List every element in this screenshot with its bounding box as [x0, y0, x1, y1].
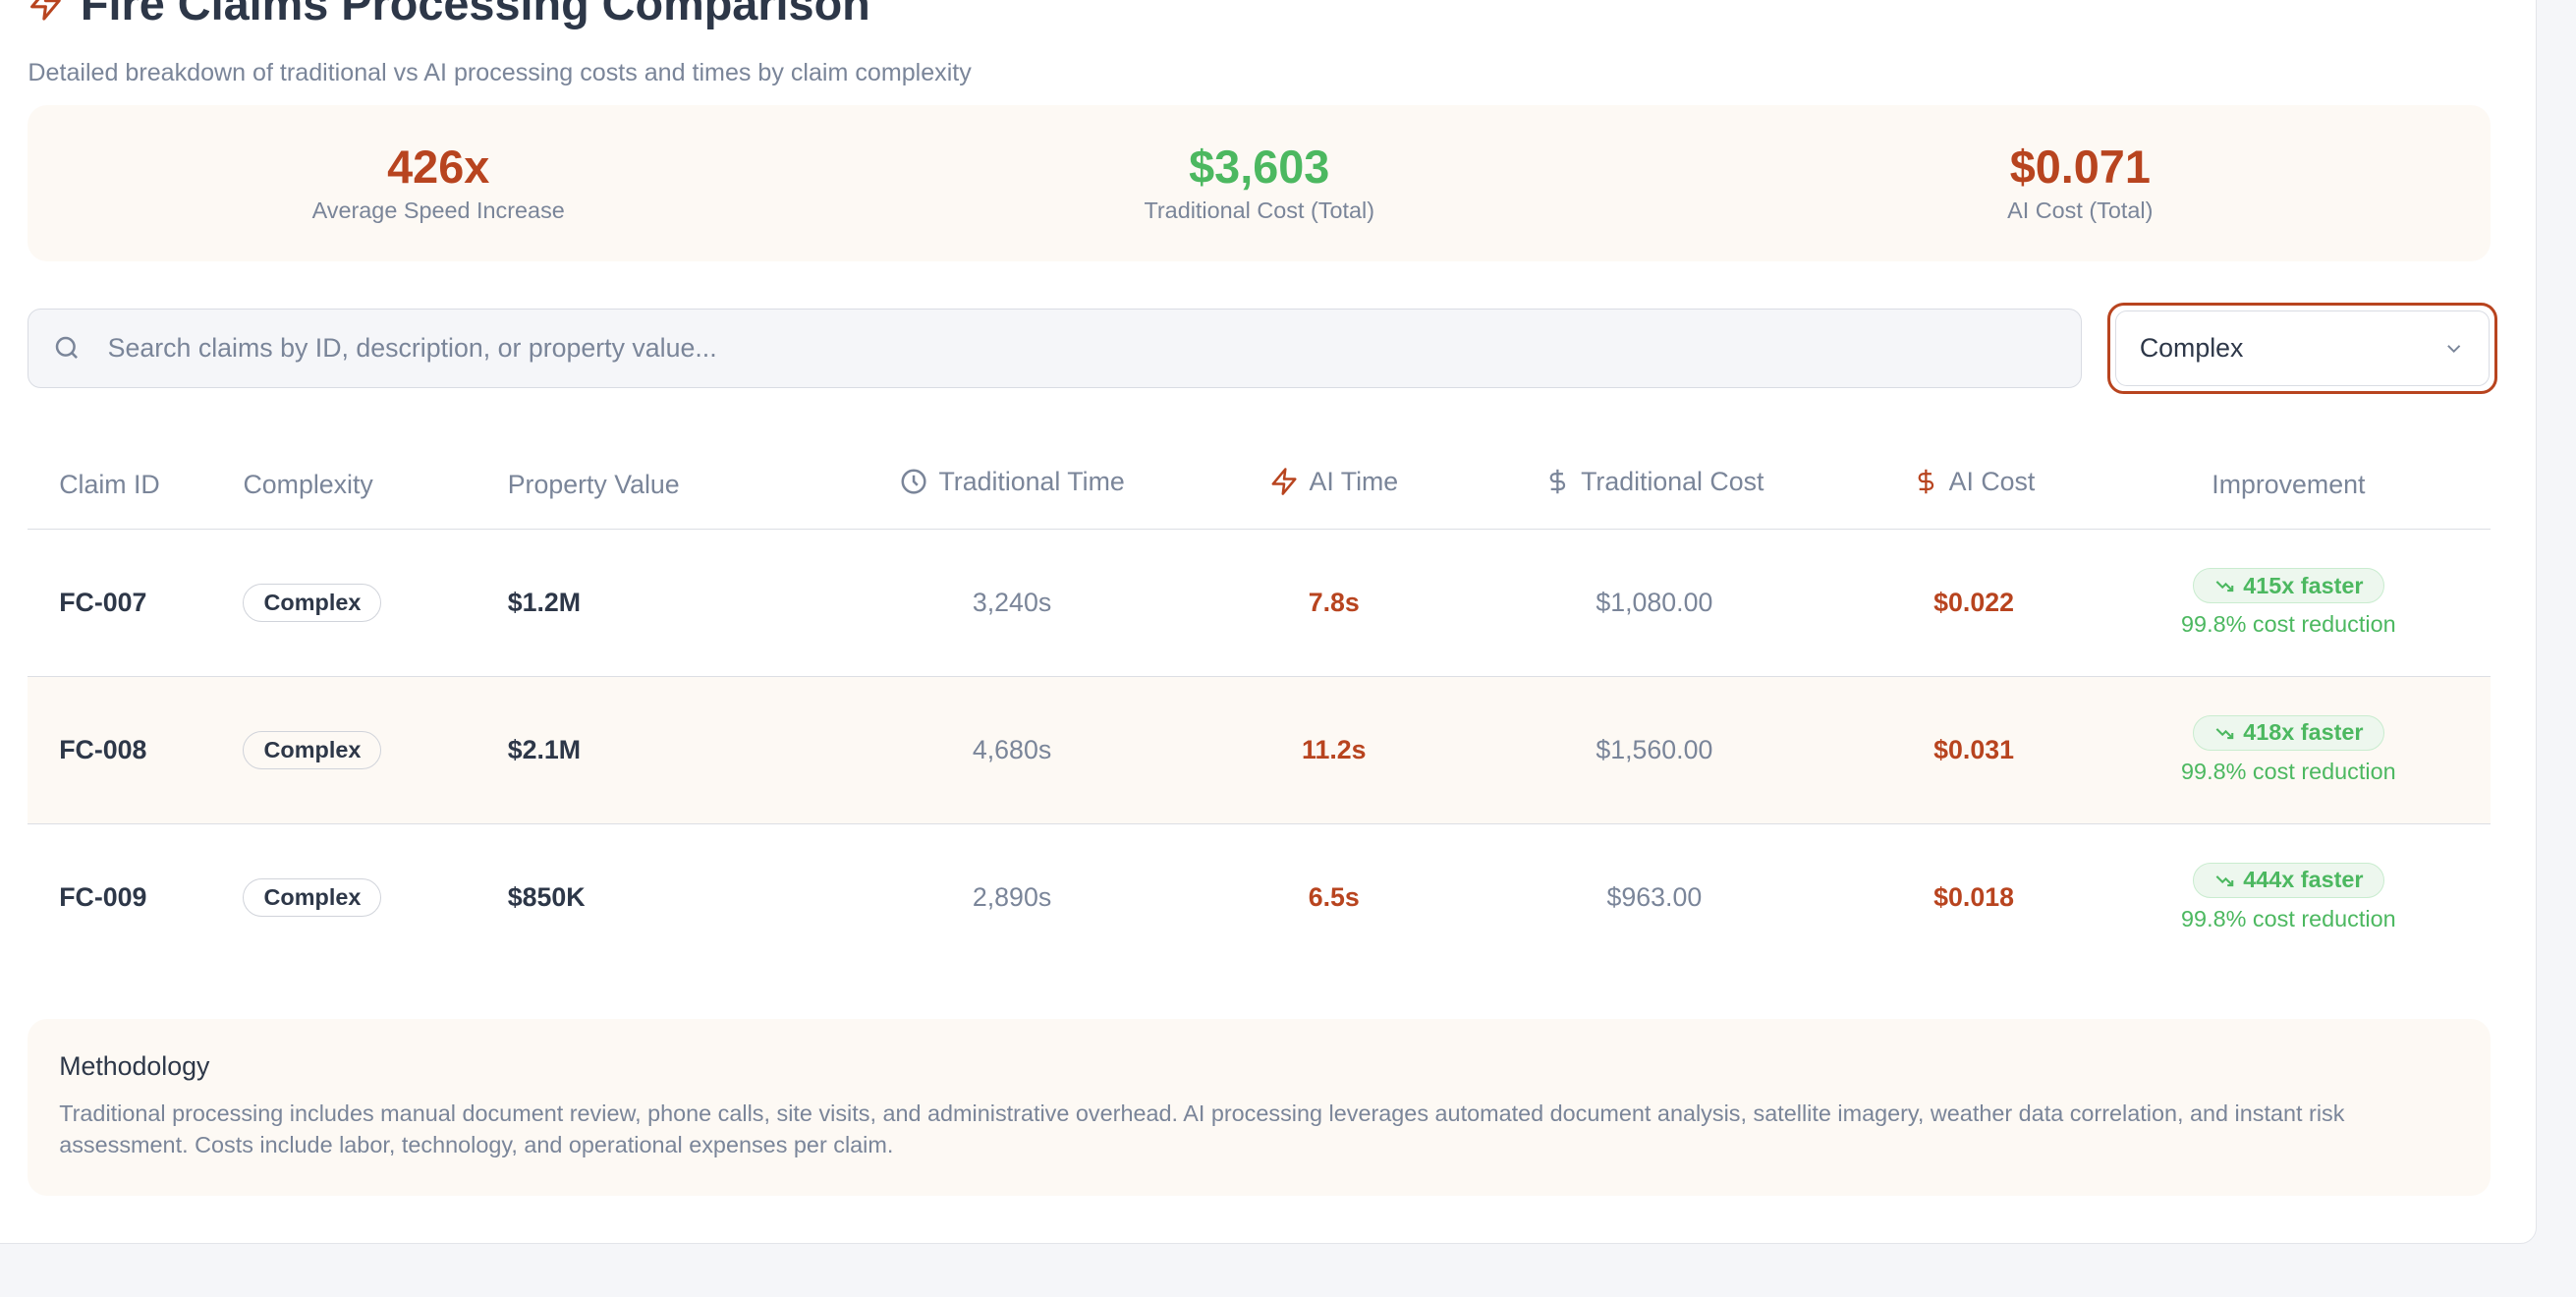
zap-icon — [30, 0, 62, 21]
stat-speed: 426x Average Speed Increase — [28, 105, 849, 261]
header-label: Traditional Cost — [1581, 466, 1764, 496]
zap-icon — [1271, 468, 1297, 495]
claim-id: FC-007 — [28, 529, 244, 678]
improvement-cell: 444x faster 99.8% cost reduction — [2087, 824, 2491, 971]
header-improvement[interactable]: Improvement — [2086, 440, 2492, 531]
complexity-cell: Complex — [243, 676, 508, 825]
complexity-badge: Complex — [243, 584, 382, 623]
stats-summary: 426x Average Speed Increase $3,603 Tradi… — [28, 105, 2492, 261]
traditional-cost: $1,560.00 — [1447, 676, 1862, 825]
speed-badge: 444x faster — [2193, 862, 2384, 898]
claim-id: FC-008 — [28, 676, 244, 825]
speed-badge: 415x faster — [2193, 568, 2384, 603]
complexity-cell: Complex — [243, 529, 508, 678]
methodology-panel: Methodology Traditional processing inclu… — [28, 1018, 2492, 1197]
improvement-cell: 415x faster 99.8% cost reduction — [2086, 529, 2492, 678]
ai-cost: $0.018 — [1933, 881, 2014, 912]
header-complexity[interactable]: Complexity — [243, 440, 508, 531]
stat-value: 426x — [387, 141, 490, 193]
header-traditional-time[interactable]: Traditional Time — [803, 440, 1221, 531]
ai-cost: $0.031 — [1861, 676, 2087, 825]
property-value: $850K — [507, 881, 586, 912]
complexity-badge: Complex — [243, 731, 382, 770]
complexity-filter[interactable]: Complex — [2107, 302, 2497, 395]
table-row[interactable]: FC-009 Complex $850K 2,890s 6.5s $963.00… — [28, 824, 2491, 971]
stat-label: AI Cost (Total) — [2007, 197, 2154, 223]
stat-traditional-cost: $3,603 Traditional Cost (Total) — [849, 105, 1670, 261]
speed-text: 444x faster — [2243, 867, 2364, 893]
search-icon — [55, 337, 78, 360]
search-box[interactable] — [28, 309, 2082, 388]
methodology-title: Methodology — [59, 1051, 210, 1082]
filter-selected: Complex — [2139, 332, 2244, 363]
complexity-cell: Complex — [243, 824, 507, 971]
header-claim-id[interactable]: Claim ID — [28, 440, 244, 531]
dollar-icon — [1549, 469, 1566, 494]
claims-table: Claim ID Complexity Property Value Tradi… — [28, 440, 2492, 971]
table-row[interactable]: FC-008 Complex $2.1M 4,680s 11.2s $1,560… — [28, 676, 2492, 825]
methodology-text: Traditional processing includes manual d… — [59, 1100, 2345, 1157]
table-header: Claim ID Complexity Property Value Tradi… — [28, 440, 2492, 531]
improvement-cell: 418x faster 99.8% cost reduction — [2086, 676, 2492, 825]
traditional-time: 4,680s — [803, 676, 1221, 825]
header-ai-time[interactable]: AI Time — [1220, 440, 1448, 531]
cost-reduction: 99.8% cost reduction — [2181, 905, 2396, 931]
trending-down-icon — [2215, 581, 2234, 592]
title-text: Fire Claims Processing Comparison — [80, 0, 870, 29]
property-value: $2.1M — [507, 676, 804, 825]
stat-label: Average Speed Increase — [311, 197, 565, 223]
chevron-down-icon — [2447, 344, 2461, 353]
traditional-time: 2,890s — [972, 881, 1052, 912]
traditional-time: 3,240s — [803, 529, 1221, 678]
cost-reduction: 99.8% cost reduction — [2181, 759, 2396, 785]
header-label: AI Time — [1309, 466, 1399, 496]
header-label: AI Cost — [1948, 466, 2036, 496]
trending-down-icon — [2215, 728, 2234, 740]
clock-icon — [901, 469, 926, 494]
stat-value: $3,603 — [1189, 141, 1330, 193]
header-ai-cost[interactable]: AI Cost — [1861, 440, 2087, 531]
stat-label: Traditional Cost (Total) — [1144, 197, 1375, 223]
complexity-badge: Complex — [243, 877, 382, 917]
dollar-icon — [1918, 469, 1933, 494]
property-value: $1.2M — [507, 529, 804, 678]
ai-time: 7.8s — [1220, 529, 1448, 678]
speed-text: 418x faster — [2243, 719, 2364, 746]
ai-time: 6.5s — [1308, 881, 1360, 912]
stat-value: $0.071 — [2009, 141, 2151, 193]
cost-reduction: 99.8% cost reduction — [2181, 611, 2396, 638]
claim-id: FC-009 — [59, 881, 147, 912]
page-subtitle: Detailed breakdown of traditional vs AI … — [28, 59, 972, 87]
ai-time: 11.2s — [1220, 676, 1448, 825]
speed-badge: 418x faster — [2193, 715, 2384, 751]
stat-ai-cost: $0.071 AI Cost (Total) — [1670, 105, 2492, 261]
speed-text: 415x faster — [2243, 572, 2364, 598]
table-row[interactable]: FC-007 Complex $1.2M 3,240s 7.8s $1,080.… — [28, 529, 2492, 678]
page-title: Fire Claims Processing Comparison — [28, 0, 870, 30]
header-traditional-cost[interactable]: Traditional Cost — [1447, 440, 1862, 531]
header-property-value[interactable]: Property Value — [507, 440, 804, 531]
traditional-cost: $1,080.00 — [1447, 529, 1862, 678]
traditional-cost: $963.00 — [1606, 881, 1703, 912]
trending-down-icon — [2215, 874, 2234, 886]
header-label: Traditional Time — [938, 466, 1125, 496]
ai-cost: $0.022 — [1861, 529, 2087, 678]
search-input[interactable] — [104, 331, 2001, 366]
